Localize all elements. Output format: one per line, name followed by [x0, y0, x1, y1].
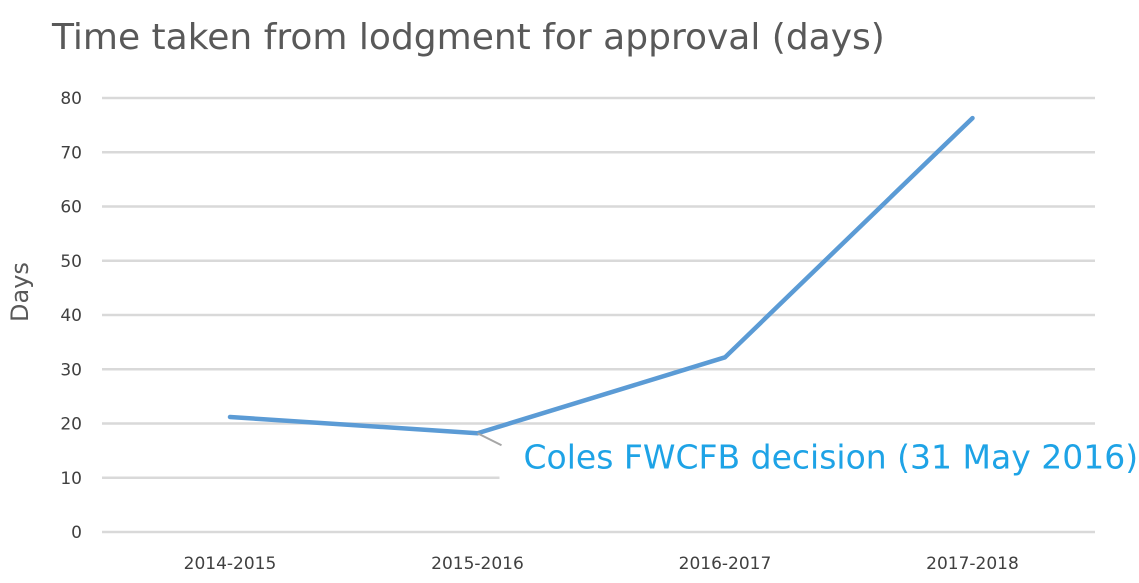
annotation-text: Coles FWCFB decision (31 May 2016) — [524, 437, 1139, 476]
annotation-background — [499, 439, 1115, 486]
y-tick-label: 80 — [60, 89, 82, 109]
chart-title: Time taken from lodgment for approval (d… — [51, 17, 885, 58]
annotation: Coles FWCFB decision (31 May 2016) — [477, 432, 1139, 486]
y-tick-labels: 0 10 20 30 40 50 60 70 80 — [60, 89, 82, 543]
data-series — [227, 115, 975, 436]
y-tick-label: 50 — [60, 252, 82, 272]
series-line — [227, 115, 975, 436]
x-tick-label: 2017-2018 — [926, 554, 1019, 574]
y-tick-label: 70 — [60, 143, 82, 163]
x-tick-label: 2016-2017 — [679, 554, 772, 574]
x-tick-label: 2015-2016 — [431, 554, 524, 574]
y-tick-label: 30 — [60, 360, 82, 380]
gridlines — [102, 96, 1095, 534]
x-tick-labels: 2014-2015 2015-2016 2016-2017 2017-2018 — [184, 554, 1019, 574]
x-tick-label: 2014-2015 — [184, 554, 277, 574]
y-tick-label: 60 — [60, 198, 82, 218]
annotation-leader — [477, 432, 502, 447]
y-tick-label: 0 — [71, 523, 82, 543]
y-axis-label: Days — [6, 262, 34, 322]
y-tick-label: 40 — [60, 306, 82, 326]
y-tick-label: 10 — [60, 469, 82, 489]
y-tick-label: 20 — [60, 415, 82, 435]
